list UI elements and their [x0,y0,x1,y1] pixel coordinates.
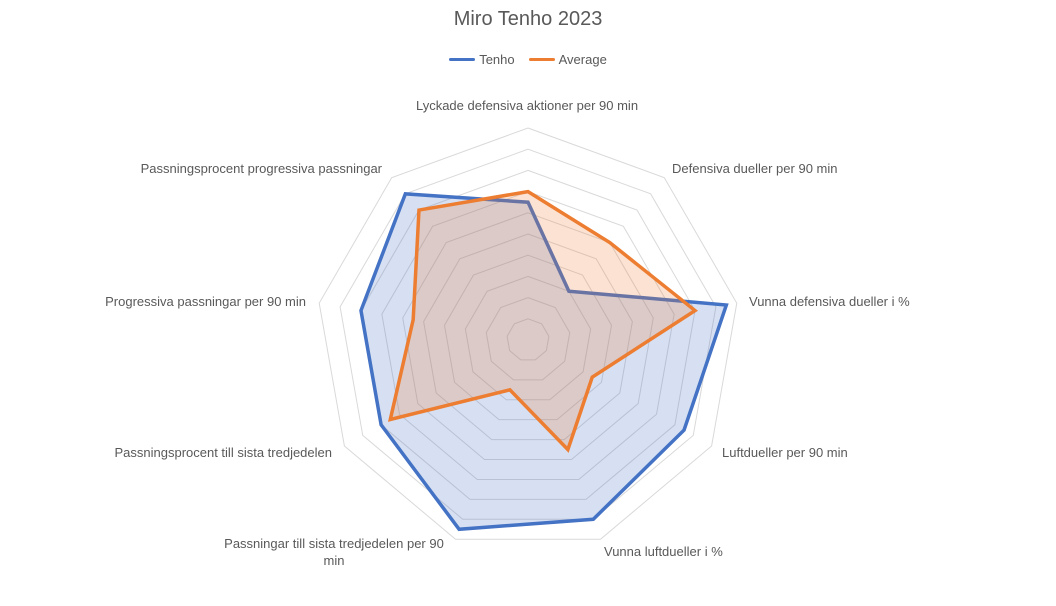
axis-label-8: Progressiva passningar per 90 min [105,294,306,309]
axis-label-9: Passningsprocent progressiva passningar [141,161,383,176]
legend-label-average: Average [558,52,607,67]
legend-item-tenho: Tenho [449,52,515,67]
grid-ring-4 [443,254,613,421]
grid-ring-1 [506,318,550,361]
legend-label-tenho: Tenho [479,52,515,67]
grid-ring-10 [318,127,738,540]
legend-item-average: Average [528,52,607,67]
chart-title: Miro Tenho 2023 [453,8,603,30]
legend-swatch-average [528,58,555,61]
grid-ring-8 [360,169,696,500]
axis-label-6: Passningar till sista tredjedelen per 90… [224,536,444,568]
grid-ring-7 [381,191,675,480]
axis-label-3: Vunna defensiva dueller i % [749,294,910,309]
axis-label-5: Vunna luftdueller i % [604,544,723,559]
legend: Tenho Average [0,52,1056,67]
series-average-area [387,189,699,453]
grid-ring-9 [339,148,717,520]
grid-ring-6 [402,212,654,461]
grid-ring-2 [485,297,571,381]
axis-label-4: Luftdueller per 90 min [722,445,848,460]
legend-swatch-tenho [449,58,476,61]
axis-label-7: Passningsprocent till sista tredjedelen [114,445,332,460]
grid-ring-5 [423,233,633,441]
axis-label-2: Defensiva dueller per 90 min [672,161,837,176]
series-tenho-area [359,192,729,532]
grid-ring-3 [464,275,592,401]
axis-label-1: Lyckade defensiva aktioner per 90 min [416,98,638,113]
